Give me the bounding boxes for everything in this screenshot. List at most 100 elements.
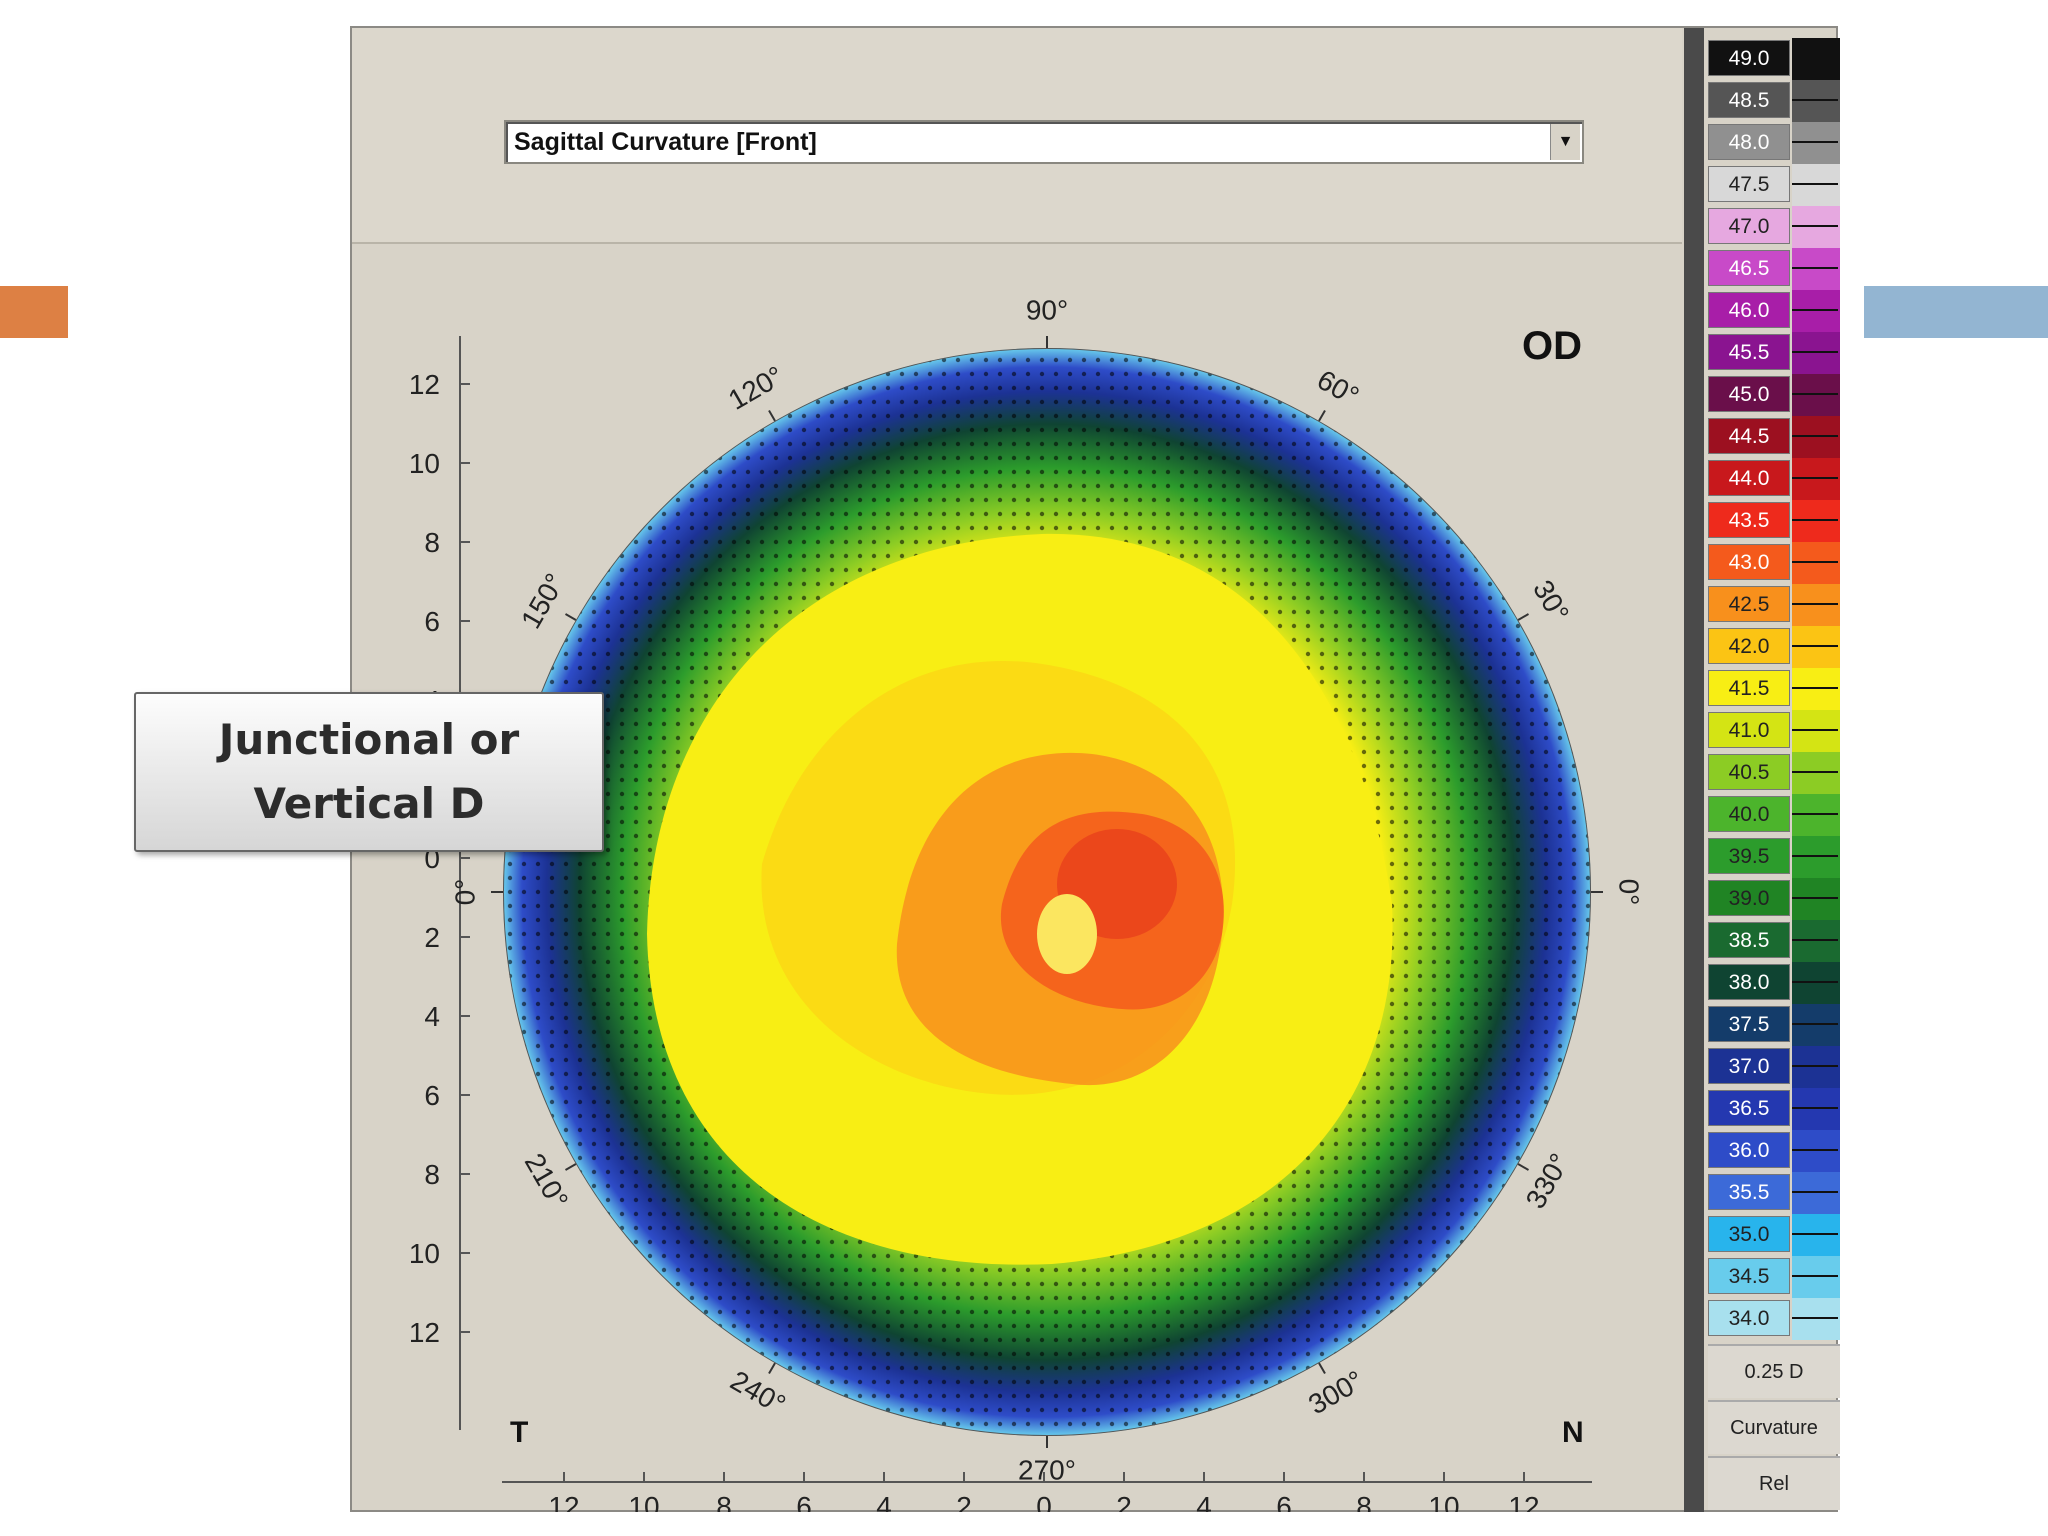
legend-tick (1792, 687, 1838, 689)
y-tick-label: 10 (409, 448, 440, 479)
legend-value: 34.5 (1708, 1258, 1790, 1294)
legend-color-swatch (1792, 962, 1840, 1004)
legend-row: 44.5 (1708, 416, 1840, 458)
map-type-selected-value: Sagittal Curvature [Front] (514, 128, 817, 156)
legend-tick (1792, 1065, 1838, 1067)
angle-tick (564, 613, 577, 621)
legend-tick (1792, 1233, 1838, 1235)
legend-value: 45.0 (1708, 376, 1790, 412)
legend-color-swatch (1792, 752, 1840, 794)
legend-row: 46.5 (1708, 248, 1840, 290)
legend-value: 34.0 (1708, 1300, 1790, 1336)
legend-color-swatch (1792, 626, 1840, 668)
legend-color-swatch (1792, 290, 1840, 332)
legend-row: 44.0 (1708, 458, 1840, 500)
legend-tick (1792, 603, 1838, 605)
legend-tick (1792, 435, 1838, 437)
legend-value: 39.5 (1708, 838, 1790, 874)
legend-tick (1792, 771, 1838, 773)
legend-value: 38.0 (1708, 964, 1790, 1000)
legend-color-swatch (1792, 122, 1840, 164)
corner-label-temporal: T (510, 1416, 529, 1449)
legend-row: 36.0 (1708, 1130, 1840, 1172)
x-tick-label: 6 (1276, 1491, 1292, 1512)
chevron-down-icon[interactable]: ▼ (1550, 124, 1580, 160)
angle-tick (768, 1362, 776, 1375)
angle-label: 300° (1303, 1365, 1369, 1421)
legend-tick (1792, 99, 1838, 101)
slide-accent-orange (0, 286, 68, 338)
legend-row: 38.5 (1708, 920, 1840, 962)
angle-tick (768, 409, 776, 422)
legend-value: 35.5 (1708, 1174, 1790, 1210)
x-tick-label: 0 (1036, 1491, 1052, 1512)
legend-mode-button[interactable]: Rel (1708, 1456, 1840, 1510)
legend-type-button[interactable]: Curvature (1708, 1400, 1840, 1454)
legend-row: 38.0 (1708, 962, 1840, 1004)
legend-row: 47.0 (1708, 206, 1840, 248)
legend-color-swatch (1792, 1088, 1840, 1130)
legend-row: 46.0 (1708, 290, 1840, 332)
topography-window: Sagittal Curvature [Front] ▼ (350, 26, 1840, 1512)
x-tick-label: 12 (548, 1491, 579, 1512)
callout-line-1: Junctional or (218, 715, 520, 764)
legend-value: 44.0 (1708, 460, 1790, 496)
legend-tick (1792, 225, 1838, 227)
legend-color-swatch (1792, 38, 1840, 80)
legend-color-swatch (1792, 1046, 1840, 1088)
legend-color-swatch (1792, 1004, 1840, 1046)
legend-color-swatch (1792, 710, 1840, 752)
legend-row: 43.0 (1708, 542, 1840, 584)
legend-color-swatch (1792, 1214, 1840, 1256)
legend-divider (1684, 28, 1704, 1512)
map-type-dropdown[interactable]: Sagittal Curvature [Front] ▼ (504, 120, 1584, 164)
legend-color-swatch (1792, 668, 1840, 710)
legend-value: 43.0 (1708, 544, 1790, 580)
x-tick-label: 6 (796, 1491, 812, 1512)
y-tick-label: 2 (424, 922, 440, 953)
x-tick-label: 2 (1116, 1491, 1132, 1512)
x-tick-label: 4 (1196, 1491, 1212, 1512)
legend-value: 46.5 (1708, 250, 1790, 286)
legend-row: 34.0 (1708, 1298, 1840, 1340)
legend-value: 38.5 (1708, 922, 1790, 958)
legend-row: 42.0 (1708, 626, 1840, 668)
legend-value: 45.5 (1708, 334, 1790, 370)
legend-color-swatch (1792, 248, 1840, 290)
legend-row: 40.5 (1708, 752, 1840, 794)
corneal-topography-map: 1210864202468101212108642024681012 90°60… (409, 294, 1645, 1512)
legend-color-swatch (1792, 878, 1840, 920)
legend-row: 34.5 (1708, 1256, 1840, 1298)
legend-tick (1792, 57, 1838, 59)
legend-value: 36.0 (1708, 1132, 1790, 1168)
legend-step-label: 0.25 D (1708, 1344, 1840, 1398)
legend-row: 39.0 (1708, 878, 1840, 920)
legend-row: 48.5 (1708, 80, 1840, 122)
legend-tick (1792, 309, 1838, 311)
x-tick-label: 8 (716, 1491, 732, 1512)
angle-label: 0° (1614, 879, 1645, 906)
legend-value: 41.5 (1708, 670, 1790, 706)
legend-row: 41.0 (1708, 710, 1840, 752)
legend-color-swatch (1792, 416, 1840, 458)
legend-tick (1792, 729, 1838, 731)
legend-tick (1792, 1149, 1838, 1151)
legend-row: 35.5 (1708, 1172, 1840, 1214)
legend-value: 42.5 (1708, 586, 1790, 622)
corneal-map-area: 1210864202468101212108642024681012 90°60… (352, 244, 1682, 1512)
legend-value: 44.5 (1708, 418, 1790, 454)
legend-color-swatch (1792, 80, 1840, 122)
angle-tick (564, 1163, 577, 1171)
legend-tick (1792, 183, 1838, 185)
angle-label: 90° (1026, 294, 1068, 325)
legend-color-swatch (1792, 374, 1840, 416)
angle-label: 240° (725, 1365, 791, 1421)
angle-label: 270° (1018, 1454, 1076, 1485)
legend-tick (1792, 1191, 1838, 1193)
legend-color-swatch (1792, 1256, 1840, 1298)
y-tick-label: 4 (424, 1001, 440, 1032)
x-tick-label: 4 (876, 1491, 892, 1512)
angle-label: 210° (519, 1148, 575, 1214)
legend-color-swatch (1792, 836, 1840, 878)
legend-color-swatch (1792, 1172, 1840, 1214)
